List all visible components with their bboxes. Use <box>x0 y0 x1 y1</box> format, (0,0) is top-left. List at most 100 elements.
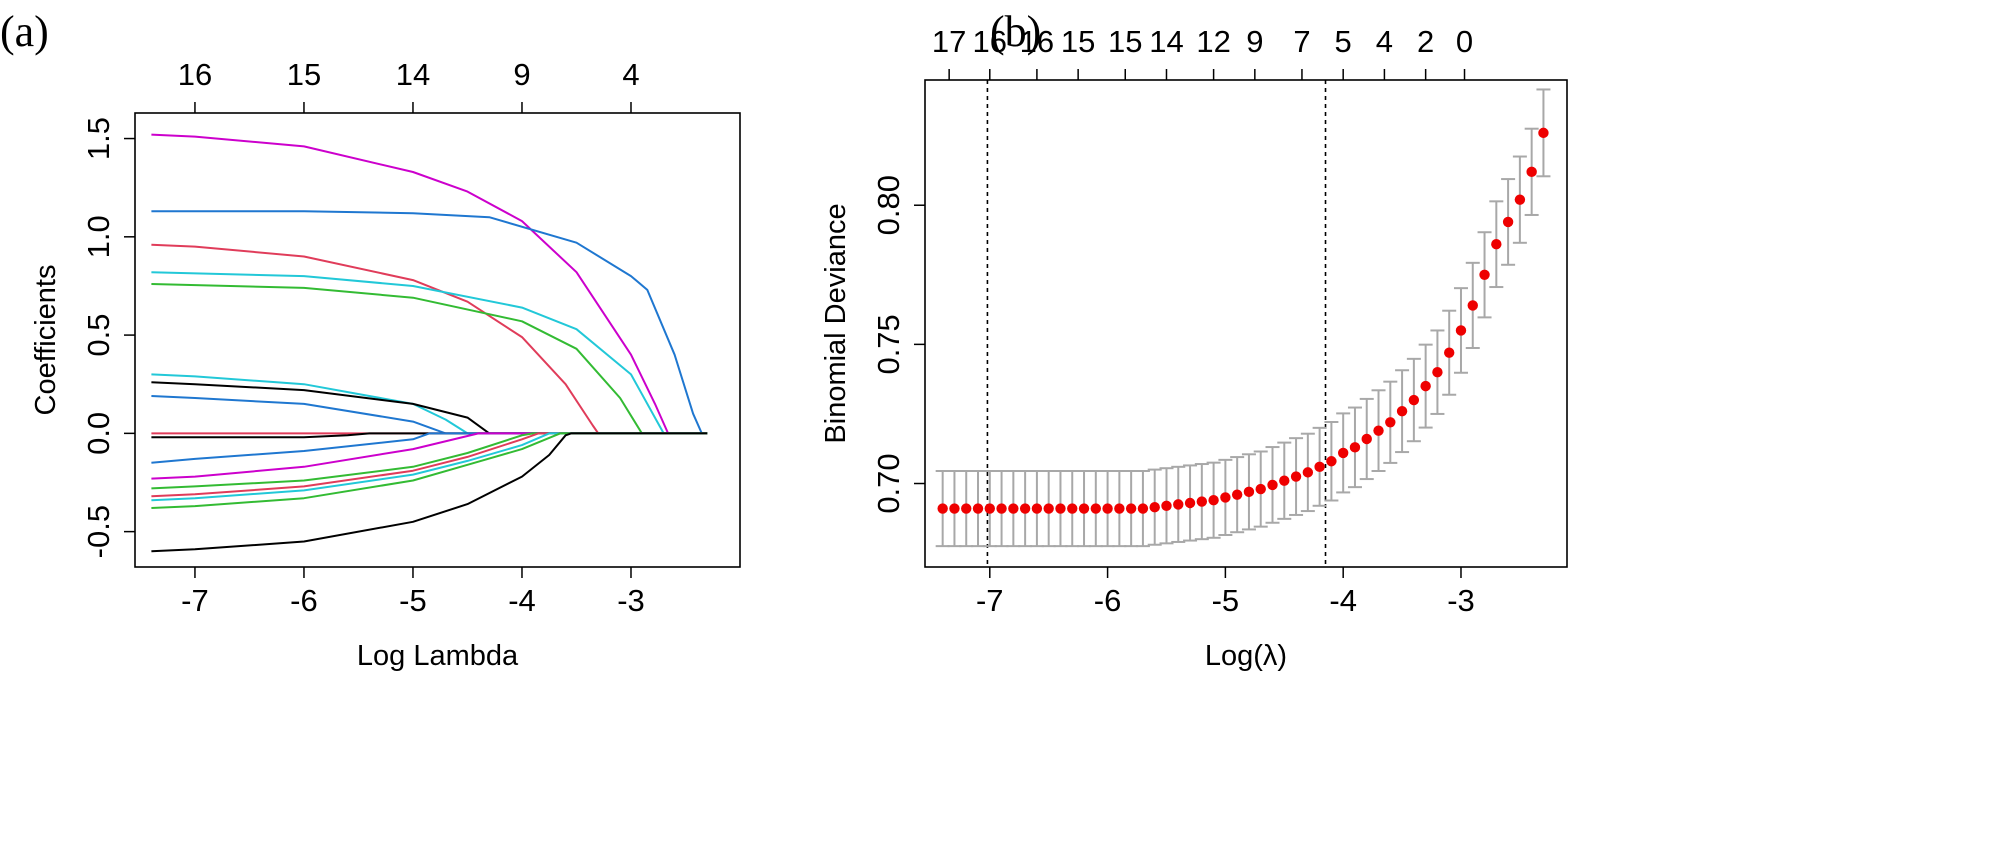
deviance-point <box>1102 503 1113 514</box>
deviance-point <box>1290 471 1302 482</box>
deviance-point <box>1137 503 1149 514</box>
top-tick-label: 15 <box>287 57 321 92</box>
top-tick-label: 16 <box>1020 24 1054 59</box>
coefficient-path-line <box>151 432 708 553</box>
x-tick-label: -7 <box>181 583 209 618</box>
top-tick-label: 0 <box>1456 24 1473 59</box>
x-tick-label: -3 <box>1447 583 1475 618</box>
top-tick-label: 16 <box>973 24 1007 59</box>
deviance-point <box>1373 425 1384 436</box>
deviance-point <box>1455 325 1467 336</box>
top-tick-label: 12 <box>1196 24 1230 59</box>
x-tick-label: -3 <box>617 583 645 618</box>
coefficient-path-line <box>151 210 708 435</box>
deviance-point <box>1432 367 1443 378</box>
deviance-point <box>1184 497 1196 509</box>
coefficient-path-line <box>151 432 708 439</box>
top-tick-label: 14 <box>396 57 430 92</box>
deviance-point <box>1420 380 1431 392</box>
y-tick-label: 0.80 <box>871 175 906 235</box>
y-tick-label: 1.5 <box>81 117 116 160</box>
x-tick-label: -5 <box>1212 583 1240 618</box>
deviance-point <box>1149 501 1160 513</box>
deviance-point <box>1208 495 1219 506</box>
deviance-point <box>1479 269 1490 280</box>
deviance-point <box>1019 503 1031 514</box>
coefficient-path-line <box>151 432 708 498</box>
deviance-point <box>1385 417 1396 428</box>
y-tick-label: 0.75 <box>871 314 906 374</box>
deviance-point <box>1161 500 1172 511</box>
deviance-point <box>996 503 1007 514</box>
top-tick-label: 4 <box>622 57 639 92</box>
coefficient-path-line <box>151 432 708 502</box>
deviance-point <box>1243 486 1255 498</box>
top-tick-label: 7 <box>1293 24 1310 59</box>
x-tick-label: -6 <box>290 583 318 618</box>
x-axis-title: Log Lambda <box>357 640 519 672</box>
coefficient-path-line <box>151 432 708 490</box>
deviance-point <box>1255 483 1266 495</box>
deviance-point <box>1502 216 1514 228</box>
top-tick-label: 9 <box>513 57 530 92</box>
deviance-point <box>1526 166 1537 178</box>
deviance-point <box>1349 442 1361 453</box>
y-tick-label: 0.5 <box>81 314 116 357</box>
deviance-point <box>1043 503 1054 514</box>
coefficient-path-line <box>151 432 708 480</box>
deviance-point <box>1173 499 1184 510</box>
top-tick-label: 15 <box>1061 24 1095 59</box>
deviance-point <box>937 503 948 514</box>
x-tick-label: -4 <box>1329 583 1357 618</box>
x-tick-label: -7 <box>976 583 1004 618</box>
deviance-point <box>1090 503 1102 514</box>
y-tick-label: 0.0 <box>81 412 116 455</box>
deviance-point <box>1408 394 1420 406</box>
coefficient-path-line <box>151 243 708 435</box>
coefficient-path-line <box>151 133 708 435</box>
y-tick-label: 0.70 <box>871 453 906 513</box>
deviance-point <box>1396 405 1408 417</box>
y-axis-title: Coefficients <box>30 265 62 416</box>
deviance-point <box>1031 503 1043 514</box>
deviance-point <box>1125 503 1137 514</box>
coefficient-path-line <box>151 432 708 509</box>
deviance-point <box>1114 503 1125 514</box>
y-axis-title: Binomial Deviance <box>820 203 852 443</box>
deviance-point <box>1279 475 1290 486</box>
top-tick-label: 2 <box>1417 24 1434 59</box>
deviance-point <box>1538 127 1549 139</box>
cross-validation-deviance-plot: -7 -6 -5 -4 -317 16 16 15 15 14 12 9 7 5 4 2 00.700.750.… <box>820 24 1568 672</box>
x-tick-label: -6 <box>1094 583 1122 618</box>
deviance-point <box>984 503 995 514</box>
deviance-point <box>1337 447 1349 459</box>
deviance-point <box>1491 238 1502 250</box>
top-tick-label: 9 <box>1246 24 1263 59</box>
deviance-point <box>1314 461 1325 473</box>
deviance-point <box>1467 300 1478 311</box>
deviance-point <box>1231 489 1243 500</box>
x-tick-label: -5 <box>399 583 427 618</box>
top-tick-label: 14 <box>1149 24 1183 59</box>
top-tick-label: 16 <box>178 57 212 92</box>
deviance-point <box>1196 496 1208 507</box>
plot-frame <box>924 79 1568 568</box>
coefficient-path-line <box>151 283 708 435</box>
x-axis-title: Log(λ) <box>1205 640 1287 672</box>
coefficient-path-line <box>151 271 708 435</box>
y-tick-label: -0.5 <box>81 505 116 558</box>
coefficient-path-line <box>151 381 708 435</box>
y-tick-label: 1.0 <box>81 215 116 258</box>
coefficient-paths <box>151 133 708 553</box>
deviance-point <box>972 503 984 514</box>
plot-frame <box>134 112 741 568</box>
x-tick-label: -4 <box>508 583 536 618</box>
deviance-point <box>1067 503 1078 514</box>
deviance-point <box>949 503 960 514</box>
coefficient-path-line <box>151 395 708 435</box>
deviance-point <box>1302 467 1314 478</box>
top-tick-label: 4 <box>1376 24 1393 59</box>
top-tick-label: 17 <box>932 24 966 59</box>
deviance-point <box>1267 479 1278 491</box>
